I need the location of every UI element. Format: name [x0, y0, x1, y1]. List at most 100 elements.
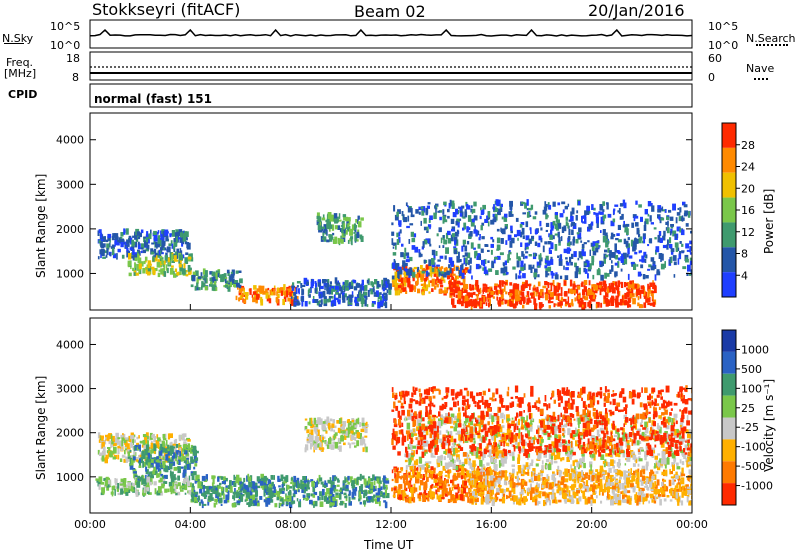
velocity-cell — [281, 500, 285, 505]
power-cell — [500, 289, 503, 295]
velocity-cell — [542, 479, 544, 482]
power-cell — [223, 277, 228, 280]
power-cell — [433, 266, 437, 273]
noise-right-tick-bottom: 10^0 — [708, 39, 739, 52]
velocity-cell — [173, 452, 176, 459]
power-cell — [602, 201, 605, 206]
power-cell — [575, 215, 578, 221]
velocity-cell — [225, 494, 230, 500]
power-cell — [530, 292, 534, 296]
power-cell — [106, 248, 109, 255]
power-cell — [443, 201, 447, 206]
power-cell — [624, 230, 626, 233]
velocity-cell — [215, 487, 218, 491]
power-cell — [290, 299, 295, 306]
power-cell — [476, 253, 481, 260]
power-cell — [621, 256, 624, 263]
power-cell — [487, 211, 491, 218]
power-cell — [542, 209, 547, 215]
velocity-cell — [109, 452, 113, 458]
velocity-cell — [384, 489, 387, 496]
power-cell — [614, 252, 616, 259]
velocity-cell — [458, 486, 461, 492]
power-cell — [345, 230, 348, 235]
power-cell — [592, 250, 597, 256]
velocity-cell — [351, 480, 356, 485]
velocity-cell — [537, 474, 541, 482]
power-cell — [627, 283, 630, 289]
power-cell — [593, 212, 596, 215]
velocity-cell — [135, 477, 138, 482]
velocity-cell — [278, 485, 281, 488]
power-cell — [463, 257, 466, 265]
velocity-cell — [233, 474, 236, 481]
power-cell — [504, 281, 508, 285]
velocity-cell — [263, 477, 266, 483]
power-cell — [289, 290, 293, 297]
velocity-cell — [119, 458, 123, 462]
power-cell — [528, 264, 532, 270]
velocity-cell — [220, 486, 224, 492]
power-cell — [623, 220, 625, 228]
velocity-cell — [447, 491, 450, 496]
velocity-cell — [508, 490, 512, 497]
velocity-cell — [634, 496, 637, 503]
velocity-cell — [108, 477, 110, 482]
velocity-cell — [191, 483, 194, 489]
power-cell — [161, 258, 164, 265]
power-cell — [607, 213, 612, 218]
power-cell — [349, 238, 351, 242]
power-cell — [413, 233, 417, 238]
power-cell — [317, 279, 322, 287]
power-cell — [563, 280, 567, 286]
velocity-cell — [521, 468, 525, 474]
power-cell — [688, 273, 692, 276]
velocity-cell — [531, 487, 535, 494]
power-cell — [477, 230, 480, 236]
power-cell — [614, 262, 618, 266]
velocity-cell — [372, 474, 375, 481]
velocity-cell — [326, 416, 330, 423]
velocity-cell — [367, 478, 371, 484]
power-cell — [652, 264, 657, 269]
power-cell — [640, 216, 643, 222]
velocity-cell — [139, 459, 144, 463]
power-cell — [530, 204, 534, 210]
power-cell — [415, 209, 419, 214]
power-cell — [571, 207, 575, 215]
velocity-cell — [567, 469, 570, 473]
power-cell — [515, 273, 518, 280]
velocity-cell — [113, 446, 117, 454]
velocity-cell — [120, 434, 124, 439]
power-cell — [427, 202, 431, 205]
velocity-cell — [415, 476, 419, 484]
power-cell — [524, 284, 528, 288]
power-cell — [606, 240, 610, 244]
velocity-cell — [560, 481, 565, 486]
power-cell — [107, 233, 112, 238]
velocity-cell — [602, 471, 606, 475]
velocity-cell — [142, 461, 145, 468]
velocity-cell — [306, 437, 309, 440]
power-cell — [437, 210, 441, 213]
power-cell — [592, 274, 595, 280]
power-cell — [646, 296, 650, 302]
power-cell — [379, 296, 382, 303]
velocity-cell — [637, 468, 640, 473]
velocity-cell — [616, 494, 620, 497]
velocity-cell — [486, 490, 491, 497]
power-cell — [409, 286, 413, 292]
velocity-cell — [339, 502, 344, 506]
power-cell — [420, 206, 424, 210]
velocity-cell — [247, 492, 250, 499]
velocity-cell — [145, 469, 149, 475]
power-cell — [310, 281, 314, 289]
velocity-cell — [683, 487, 686, 491]
velocity-cell — [216, 495, 219, 502]
power-cell — [507, 254, 510, 261]
velocity-cell — [482, 466, 486, 471]
velocity-cell — [501, 496, 505, 504]
power-cell — [227, 285, 231, 292]
power-cell — [242, 298, 244, 303]
power-cell — [391, 275, 395, 280]
